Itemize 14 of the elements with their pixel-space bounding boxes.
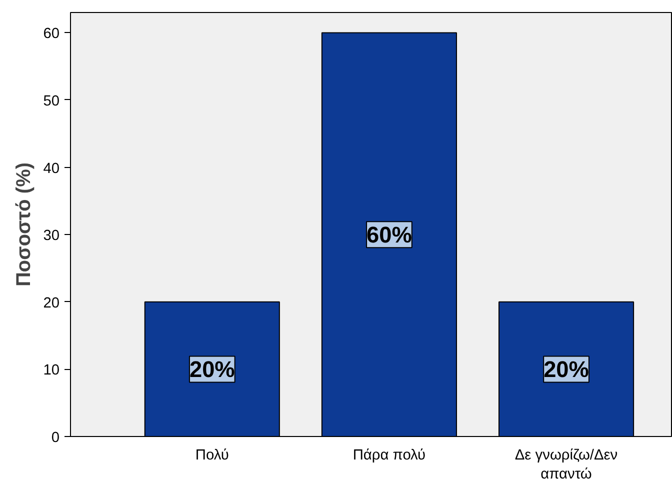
data-label: 60% [366, 222, 412, 248]
data-label: 20% [544, 356, 589, 382]
y-tick-label: 10 [43, 362, 60, 379]
data-label: 20% [189, 356, 235, 382]
x-tick-label: Πάρα πολύ [352, 448, 426, 464]
y-axis-title: Ποσοστό (%) [13, 162, 36, 287]
x-tick-label: Δε γνωρίζω/Δεν απαντώ [514, 448, 618, 483]
y-tick-label: 40 [43, 160, 60, 177]
y-tick-label: 50 [43, 93, 60, 110]
y-tick-label: 60 [43, 26, 60, 42]
x-tick-label: Πολύ [195, 448, 229, 464]
y-tick-label: 0 [51, 430, 60, 446]
y-tick-label: 30 [43, 228, 60, 244]
y-tick-label: 20 [43, 295, 60, 312]
